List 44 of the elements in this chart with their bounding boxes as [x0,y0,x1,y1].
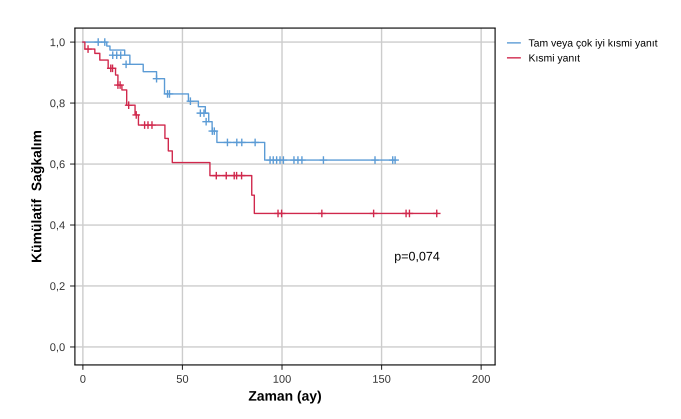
point [390,156,400,165]
x-tick-label: 200 [472,374,490,383]
x-axis-title: Zaman (ay) [248,390,321,404]
x-tick-label: 100 [274,374,291,383]
y-tick-label: 0,2 [50,282,65,292]
point [432,208,442,218]
point [237,171,246,180]
y-tick-label: 1,0 [50,38,65,48]
point [84,44,93,54]
point [318,156,328,165]
point [317,208,326,218]
point [122,60,131,69]
x-tick-label: 0 [80,374,86,383]
point [163,89,172,98]
point [132,110,141,120]
point [106,64,116,73]
y-tick-label: 0,6 [50,160,65,170]
point [165,89,174,98]
point [210,126,219,136]
point [222,138,232,147]
legend-label: Kısmi yanıt [529,54,580,64]
legend-label: Tam veya çok iyi kısmi yanıt [528,38,658,49]
point [208,126,217,136]
point [100,38,110,47]
y-tick-label: 0,4 [50,221,65,230]
y-axis-title: Kümülatif Sağkalım [31,130,44,262]
y-tick-label: 0,8 [50,99,65,109]
point [186,96,195,106]
x-tick-label: 50 [176,374,188,383]
point [94,38,103,47]
point [124,100,134,110]
point [222,171,231,180]
point [250,138,260,147]
point [116,80,125,90]
point [212,171,221,180]
point [369,208,378,218]
y-tick-label: 0,0 [50,343,65,352]
point [152,74,162,84]
point [202,117,211,126]
annotation: p=0,074 [395,252,440,264]
point [370,156,380,165]
point [108,64,118,73]
x-tick-label: 150 [373,374,390,383]
point [237,138,246,147]
